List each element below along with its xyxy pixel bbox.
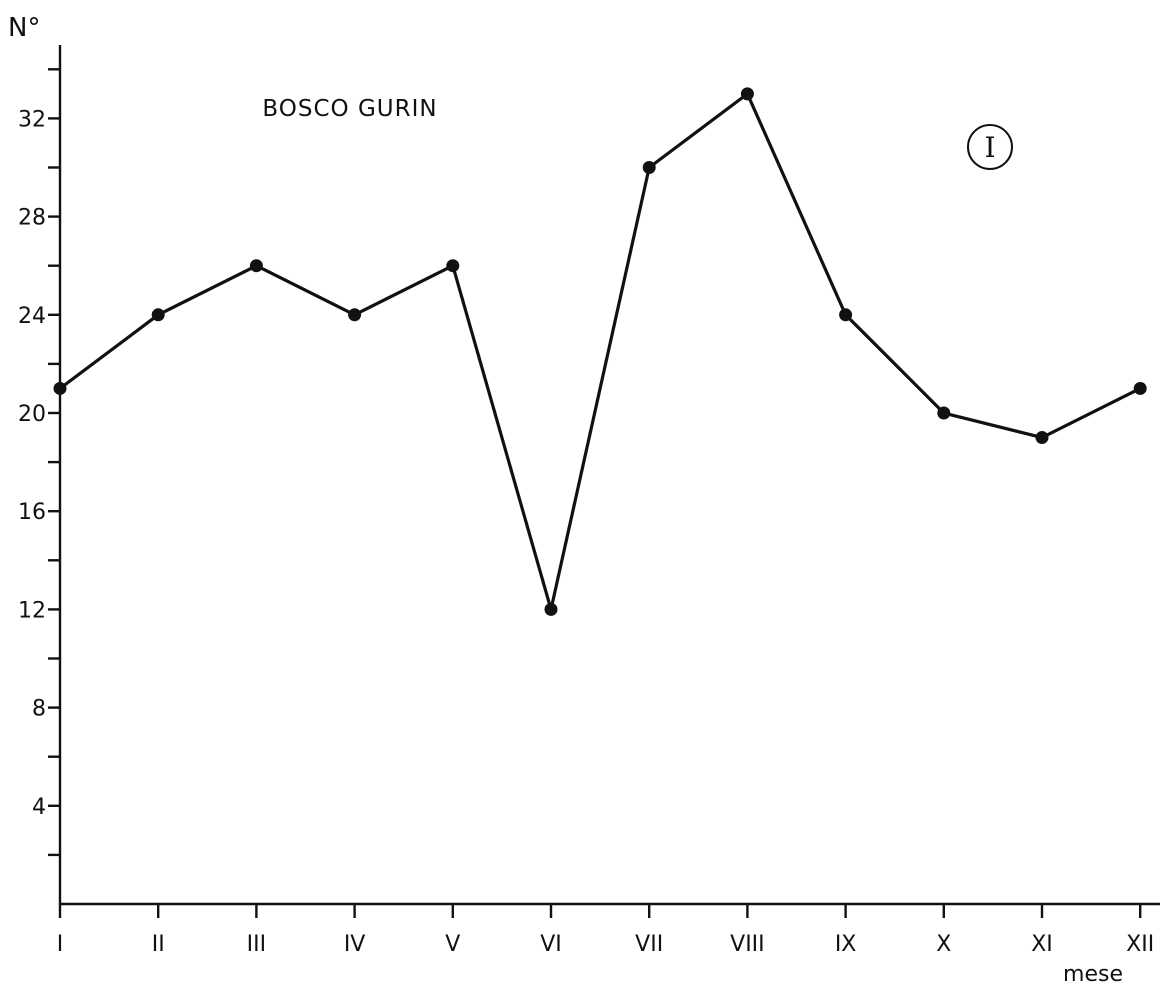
data-point: [1133, 381, 1147, 395]
y-tick-label: 4: [32, 795, 46, 820]
data-point: [348, 308, 362, 322]
axes: [58, 45, 1160, 906]
data-point: [151, 308, 165, 322]
data-point: [642, 161, 656, 174]
y-tick-label: 32: [18, 107, 46, 132]
x-tick-label: III: [247, 932, 266, 957]
figure-number-badge: I: [967, 124, 1013, 170]
x-axis-label: mese: [1063, 962, 1123, 987]
x-tick-label: XI: [1031, 932, 1053, 957]
x-tick-label: I: [57, 932, 64, 957]
data-point: [1035, 431, 1049, 445]
data-point: [937, 406, 951, 420]
x-tick-label: IX: [835, 932, 857, 957]
y-tick-label: 16: [18, 500, 46, 525]
data-point: [249, 259, 263, 273]
series-line: [59, 91, 1141, 610]
x-tick-label: VI: [540, 932, 562, 957]
x-tick-label: X: [936, 932, 951, 957]
x-tick-label: V: [445, 932, 460, 957]
data-point: [839, 308, 853, 322]
badge-label: I: [984, 131, 995, 164]
y-ticks: 4 8 12 16 20 24 28 32: [18, 68, 60, 857]
x-tick-label: VIII: [730, 932, 765, 957]
y-axis-label: N°: [8, 13, 40, 43]
data-point: [53, 381, 67, 395]
y-tick-label: 20: [18, 402, 46, 427]
y-tick-label: 28: [18, 206, 46, 231]
x-ticks: I II III IV V VI VII VIII IX X XI XII: [57, 904, 1154, 957]
data-point: [740, 87, 754, 101]
badge-circle: [967, 124, 1013, 170]
y-tick-label: 8: [32, 697, 46, 722]
data-points: [53, 87, 1147, 616]
y-tick-label: 24: [18, 304, 46, 329]
data-point: [544, 602, 558, 616]
data-point: [446, 259, 460, 273]
x-tick-label: II: [152, 932, 165, 957]
y-tick-label: 12: [18, 598, 46, 623]
x-tick-label: XII: [1126, 932, 1154, 957]
x-tick-label: VII: [635, 932, 663, 957]
chart-title: BOSCO GURIN: [262, 96, 437, 122]
x-tick-label: IV: [344, 932, 366, 957]
